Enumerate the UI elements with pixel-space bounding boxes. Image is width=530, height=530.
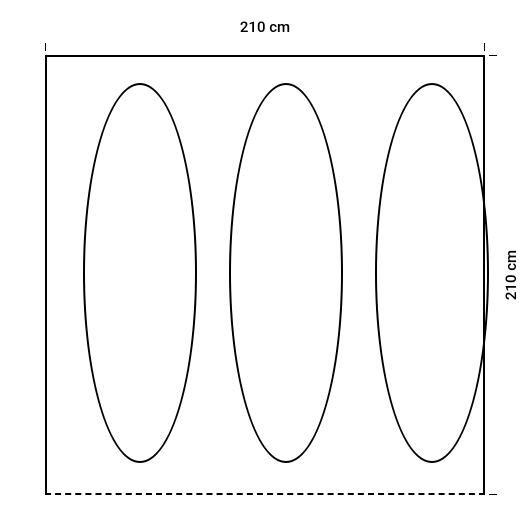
diagram-canvas: 210 cm 210 cm [0,0,530,530]
oval-2 [229,83,343,463]
oval-1 [83,83,197,463]
dimension-right-label: 210 cm [502,250,520,300]
dim-tick [45,43,46,51]
dimension-top-label: 210 cm [240,18,290,36]
oval-3 [375,83,489,463]
dim-tick [484,43,485,51]
dim-tick [489,55,497,56]
dashed-bottom-edge [45,493,485,495]
dim-tick [489,494,497,495]
